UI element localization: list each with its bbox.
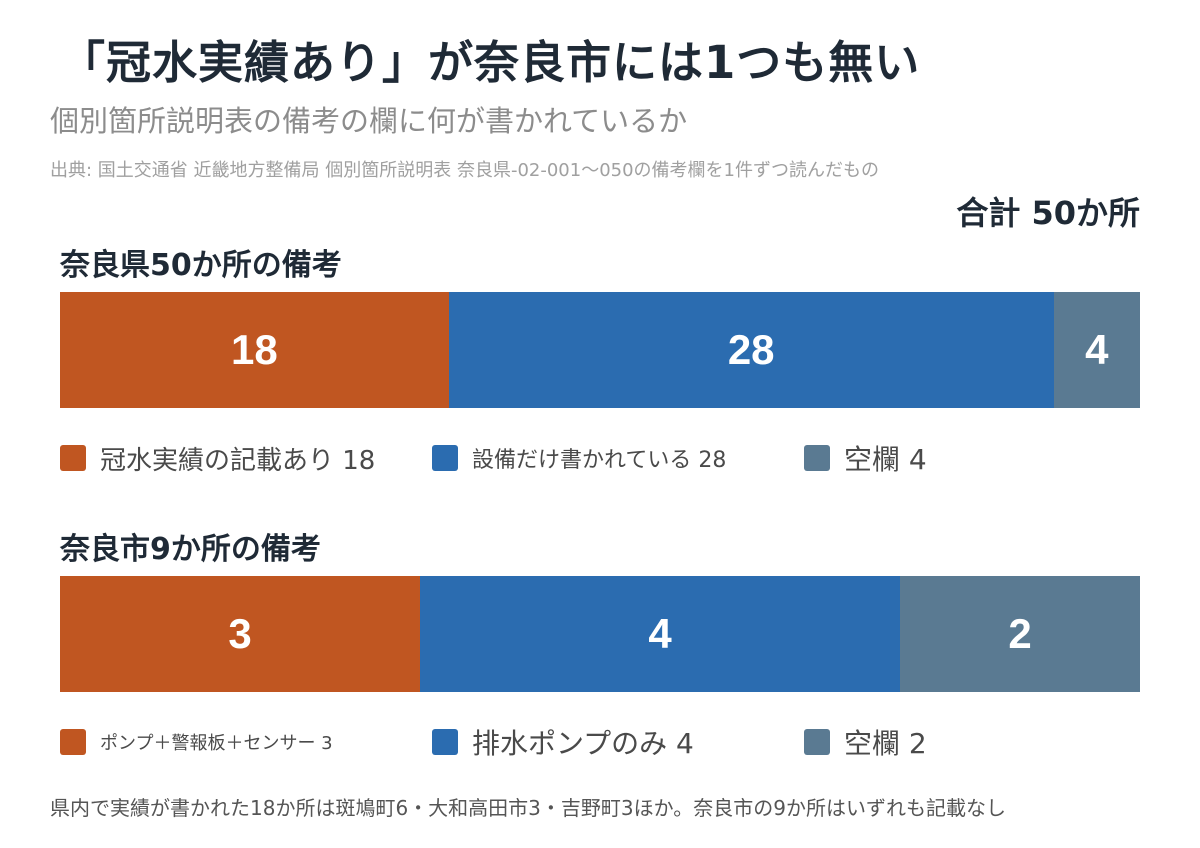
- legend-item: 冠水実績の記載あり 18: [60, 440, 375, 476]
- legend-item: 排水ポンプのみ 4: [432, 724, 694, 760]
- stacked-bar-city: 3 4 2: [60, 576, 1140, 692]
- legend-label: ポンプ＋警報板＋センサー 3: [100, 733, 333, 754]
- stacked-bar-prefecture: 18 28 4: [60, 292, 1140, 408]
- legend-swatch: [432, 445, 458, 471]
- total-label: 合計 50か所: [956, 194, 1140, 232]
- legend-item: 空欄 2: [804, 724, 927, 760]
- segment-value-label: 28: [727, 326, 775, 373]
- legend-label: 冠水実績の記載あり 18: [100, 445, 376, 476]
- segment-value-label: 4: [1085, 326, 1109, 373]
- bar-segment: 3: [60, 576, 420, 692]
- segment-value-label: 18: [231, 326, 278, 373]
- legend-label: 排水ポンプのみ 4: [472, 727, 694, 760]
- legend-prefecture: 冠水実績の記載あり 18 設備だけ書かれている 28 空欄 4: [60, 440, 1140, 476]
- footnote: 県内で実績が書かれた18か所は斑鳩町6・大和高田市3・吉野町3ほか。奈良市の9か…: [50, 796, 1006, 820]
- segment-value-label: 3: [228, 610, 252, 657]
- bar-segment: 4: [1053, 292, 1140, 408]
- chart-title-prefecture: 奈良県50か所の備考: [60, 248, 342, 283]
- legend-swatch: [60, 729, 86, 755]
- legend-item: 空欄 4: [804, 440, 927, 476]
- bar-segment: 28: [448, 292, 1054, 408]
- segment-value-label: 4: [648, 610, 672, 657]
- segment-value-label: 2: [1008, 610, 1032, 657]
- legend-swatch: [60, 445, 86, 471]
- legend-label: 空欄 4: [844, 443, 927, 476]
- page-title: 「冠水実績あり」が奈良市には1つも無い: [60, 36, 921, 89]
- bar-segment: 2: [900, 576, 1140, 692]
- legend-swatch: [804, 445, 830, 471]
- bar-segment: 4: [420, 576, 900, 692]
- legend-label: 空欄 2: [844, 727, 927, 760]
- legend-item: ポンプ＋警報板＋センサー 3: [60, 724, 333, 760]
- bar-segment: 18: [60, 292, 449, 408]
- legend-swatch: [432, 729, 458, 755]
- legend-item: 設備だけ書かれている 28: [432, 440, 726, 476]
- legend-label: 設備だけ書かれている 28: [472, 448, 727, 473]
- legend-swatch: [804, 729, 830, 755]
- page-subtitle: 個別箇所説明表の備考の欄に何が書かれているか: [50, 104, 688, 138]
- source-note: 出典: 国土交通省 近畿地方整備局 個別箇所説明表 奈良県-02-001〜050…: [50, 160, 880, 181]
- legend-city: ポンプ＋警報板＋センサー 3 排水ポンプのみ 4 空欄 2: [60, 724, 1140, 760]
- chart-title-city: 奈良市9か所の備考: [60, 532, 321, 567]
